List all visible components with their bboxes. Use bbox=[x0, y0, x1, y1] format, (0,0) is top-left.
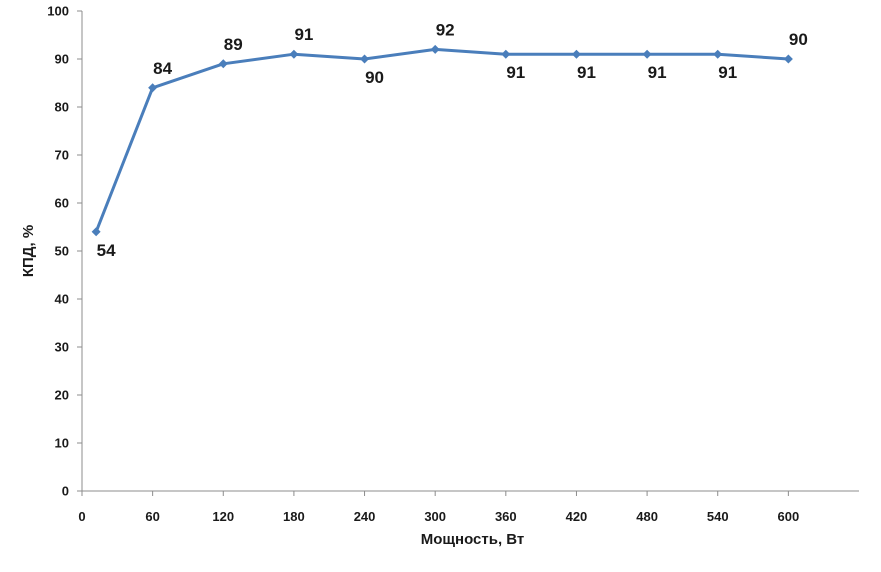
data-label: 91 bbox=[506, 63, 525, 82]
y-tick-label: 0 bbox=[62, 484, 69, 499]
data-point-marker bbox=[148, 83, 158, 93]
y-axis-ticks: 0 10 20 30 40 50 60 70 80 90 100 bbox=[47, 4, 82, 499]
x-tick-label: 600 bbox=[778, 509, 800, 524]
data-point-marker bbox=[783, 54, 793, 64]
x-tick-label: 0 bbox=[78, 509, 85, 524]
data-point-marker bbox=[91, 227, 101, 237]
data-point-marker bbox=[360, 54, 370, 64]
chart-axes bbox=[81, 11, 859, 492]
data-labels: 54 84 89 91 90 92 91 91 91 91 90 bbox=[97, 20, 808, 259]
series-line bbox=[94, 47, 789, 233]
y-tick-label: 30 bbox=[55, 340, 69, 355]
x-tick-label: 360 bbox=[495, 509, 517, 524]
data-point-marker bbox=[218, 59, 228, 69]
series-group bbox=[91, 44, 793, 237]
x-tick-label: 60 bbox=[145, 509, 159, 524]
data-point-marker bbox=[289, 49, 299, 59]
data-label: 91 bbox=[577, 63, 596, 82]
data-point-marker bbox=[571, 49, 581, 59]
y-tick-label: 60 bbox=[55, 196, 69, 211]
data-label: 89 bbox=[224, 35, 243, 54]
x-tick-label: 180 bbox=[283, 509, 305, 524]
y-tick-label: 50 bbox=[55, 244, 69, 259]
x-tick-label: 240 bbox=[354, 509, 376, 524]
data-point-marker bbox=[430, 44, 440, 54]
data-label: 91 bbox=[718, 63, 737, 82]
y-tick-label: 100 bbox=[47, 4, 69, 19]
x-tick-label: 540 bbox=[707, 509, 729, 524]
data-label: 90 bbox=[365, 68, 384, 87]
x-axis-ticks: 0 60 120 180 240 300 360 420 480 540 600 bbox=[78, 491, 799, 524]
x-tick-label: 120 bbox=[212, 509, 234, 524]
data-point-marker bbox=[713, 49, 723, 59]
data-label: 92 bbox=[436, 20, 455, 39]
y-tick-label: 10 bbox=[55, 436, 69, 451]
x-tick-label: 480 bbox=[636, 509, 658, 524]
data-label: 91 bbox=[294, 25, 313, 44]
y-tick-label: 90 bbox=[55, 52, 69, 67]
y-tick-label: 20 bbox=[55, 388, 69, 403]
x-tick-label: 300 bbox=[424, 509, 446, 524]
data-point-marker bbox=[642, 49, 652, 59]
y-tick-label: 40 bbox=[55, 292, 69, 307]
data-point-marker bbox=[501, 49, 511, 59]
data-label: 54 bbox=[97, 241, 116, 260]
data-label: 91 bbox=[648, 63, 667, 82]
y-axis-title: КПД, % bbox=[20, 225, 37, 277]
x-axis-title: Мощность, Вт bbox=[421, 531, 525, 548]
y-tick-label: 70 bbox=[55, 148, 69, 163]
data-label: 84 bbox=[153, 59, 172, 78]
x-tick-label: 420 bbox=[566, 509, 588, 524]
data-label: 90 bbox=[789, 30, 808, 49]
y-tick-label: 80 bbox=[55, 100, 69, 115]
